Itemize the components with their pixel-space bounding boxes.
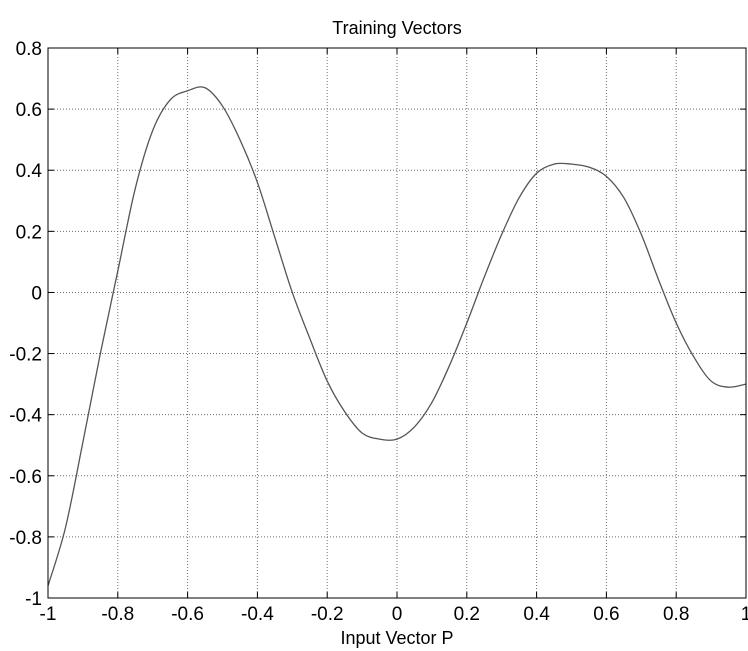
grid bbox=[48, 48, 746, 598]
x-tick-label: -0.4 bbox=[241, 604, 274, 625]
y-tick-label: 0.6 bbox=[16, 100, 42, 121]
x-tick-label: -0.2 bbox=[311, 604, 344, 625]
x-tick-label: -1 bbox=[40, 604, 57, 625]
x-tick-label: 0.8 bbox=[663, 604, 689, 625]
x-tick-label: 0.6 bbox=[593, 604, 619, 625]
ticks bbox=[47, 47, 747, 599]
y-tick-label: 0 bbox=[31, 283, 42, 304]
y-tick-label: 0.8 bbox=[16, 39, 42, 60]
x-tick-label: 0.2 bbox=[454, 604, 480, 625]
x-tick-label: 1 bbox=[741, 604, 748, 625]
x-tick-label: -0.6 bbox=[171, 604, 204, 625]
x-axis-label: Input Vector P bbox=[340, 628, 453, 648]
y-tick-label: 0.2 bbox=[16, 222, 42, 243]
plot-lines bbox=[47, 86, 747, 586]
y-tick-label: -1 bbox=[25, 589, 42, 610]
x-tick-label: 0.4 bbox=[523, 604, 550, 625]
series-line bbox=[47, 86, 747, 586]
y-tick-label: -0.2 bbox=[9, 345, 42, 366]
tick-labels: -1 -0.8 -0.6 -0.4 -0.2 0 0.2 0.4 0.6 0.8 1 -1 -0.8 -0… bbox=[9, 39, 748, 625]
x-tick-label: -0.8 bbox=[101, 604, 134, 625]
y-tick-label: -0.6 bbox=[9, 467, 42, 488]
y-tick-label: -0.4 bbox=[9, 406, 42, 427]
y-tick-label: -0.8 bbox=[9, 528, 42, 549]
x-tick-label: 0 bbox=[392, 604, 403, 625]
chart-title: Training Vectors bbox=[332, 18, 461, 38]
y-tick-label: 0.4 bbox=[16, 161, 43, 182]
